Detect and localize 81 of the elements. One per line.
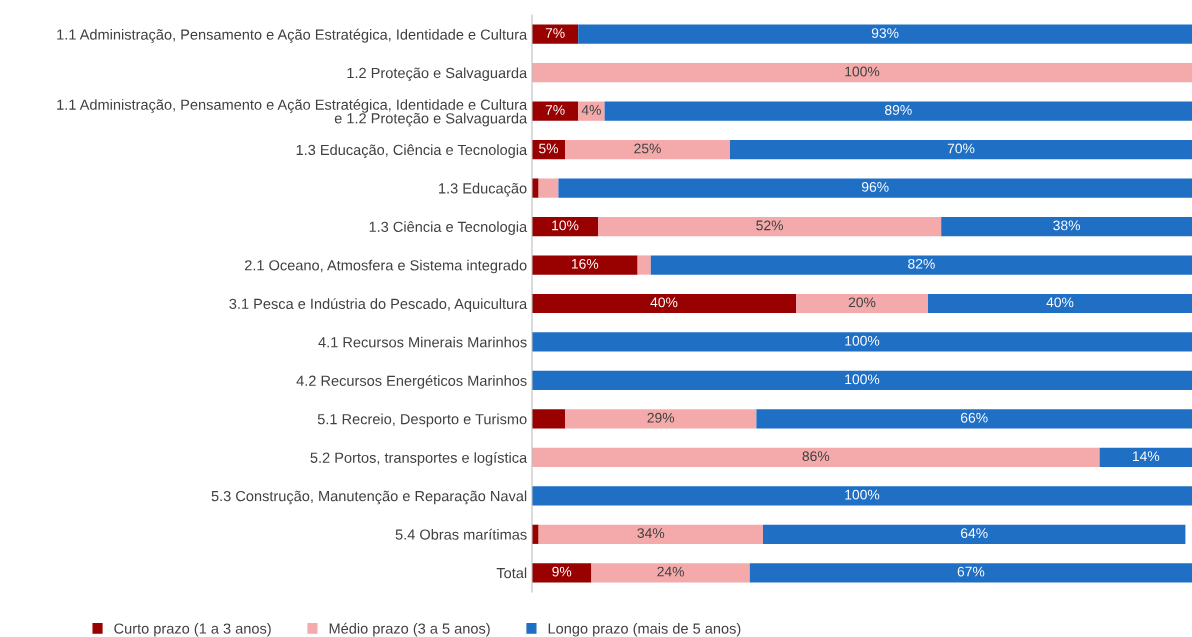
bar: [578, 24, 1192, 44]
data-label: 20%: [848, 297, 876, 308]
bar: [532, 409, 565, 429]
y-tick-label: 1.2 Proteção e Salvaguarda: [347, 67, 528, 82]
bar: [532, 293, 796, 314]
data-label: 34%: [637, 528, 665, 539]
data-label: 16%: [571, 258, 599, 269]
bar: [1099, 447, 1192, 467]
data-label: 64%: [961, 528, 988, 539]
bar: [756, 409, 1192, 429]
bar: [532, 332, 1192, 352]
bar: [928, 293, 1192, 314]
y-tick-label: Total: [496, 567, 527, 579]
bar: [532, 370, 1192, 391]
legend-label: Longo prazo (mais de 5 anos): [548, 623, 741, 637]
y-tick-label: 3.1 Pesca e Indústria do Pescado, Aquicultura: [229, 298, 528, 312]
data-label: 100%: [845, 335, 880, 346]
bar: [763, 524, 1186, 544]
bar: [532, 216, 598, 237]
bar: [565, 409, 757, 429]
data-label: 14%: [1132, 451, 1160, 462]
data-label: 52%: [756, 220, 784, 231]
y-tick-label: 1.3 Educação: [439, 182, 527, 197]
y-tick-label: 1.3 Educação, Ciência e Tecnologia: [296, 144, 528, 159]
bar: [532, 255, 638, 275]
data-label: 29%: [647, 412, 675, 423]
data-label: 66%: [961, 412, 988, 423]
legend-label: Curto prazo (1 a 3 anos): [114, 623, 271, 637]
y-tick-label: 5.4 Obras marítimas: [395, 528, 527, 540]
y-tick-label: 4.2 Recursos Energéticos Marinhos: [296, 375, 527, 389]
bar: [565, 140, 730, 160]
y-tick-label: 4.1 Recursos Minerais Marinhos: [318, 336, 527, 348]
data-label: 86%: [802, 451, 830, 462]
data-label: 9%: [552, 566, 572, 577]
data-label: 93%: [871, 28, 899, 38]
bar: [558, 178, 1192, 198]
data-label: 100%: [845, 66, 880, 77]
y-tick-label: 1.1 Administração, Pensamento e Ação Estratégica, Identidade e Cultura e 1.2 Proteção e Salvaguarda: [57, 98, 528, 127]
data-label: 7%: [545, 105, 565, 115]
bar: [796, 293, 928, 314]
bar: [637, 255, 651, 275]
bar: [532, 24, 579, 44]
data-label: 40%: [650, 297, 678, 308]
bar: [532, 486, 1192, 506]
data-label: 100%: [845, 489, 880, 500]
legend-label: Médio prazo (3 a 5 anos): [329, 622, 490, 637]
bar: [532, 563, 592, 583]
y-tick-label: 2.1 Oceano, Atmosfera e Sistema integrado: [244, 259, 527, 274]
bar: [604, 101, 1192, 121]
bar: [941, 216, 1192, 237]
bar: [532, 178, 539, 198]
bar: [532, 101, 579, 121]
data-label: 100%: [845, 374, 880, 385]
bar: [532, 447, 1100, 467]
data-label: 5%: [539, 143, 559, 154]
y-tick-label: 5.3 Construção, Manutenção e Reparação Naval: [211, 490, 527, 505]
data-label: 40%: [1046, 297, 1074, 308]
y-tick-label: 1.3 Ciência e Tecnologia: [369, 221, 528, 235]
bar: [598, 216, 942, 237]
data-label: 25%: [634, 143, 661, 154]
bar: [532, 524, 539, 544]
y-tick-label: 5.1 Recreio, Desporto e Turismo: [317, 413, 527, 428]
data-label: 96%: [861, 181, 889, 192]
bar: [749, 563, 1192, 583]
bar: [650, 255, 1192, 275]
data-label: 70%: [947, 143, 975, 154]
data-label: 7%: [545, 28, 565, 38]
data-label: 24%: [657, 566, 685, 577]
bar: [730, 140, 1192, 160]
data-label: 4%: [581, 105, 601, 115]
bar: [538, 524, 763, 544]
data-label: 38%: [1053, 220, 1081, 231]
y-tick-label: 5.2 Portos, transportes e logística: [310, 452, 528, 466]
data-label: 10%: [552, 220, 579, 231]
bar: [532, 63, 1192, 83]
bar: [538, 178, 559, 198]
data-label: 82%: [908, 258, 935, 269]
bar: [591, 563, 750, 583]
y-tick-label: 1.1 Administração, Pensamento e Ação Estratégica, Identidade e Cultura: [57, 28, 528, 43]
data-label: 89%: [885, 105, 912, 115]
data-label: 67%: [957, 566, 985, 577]
